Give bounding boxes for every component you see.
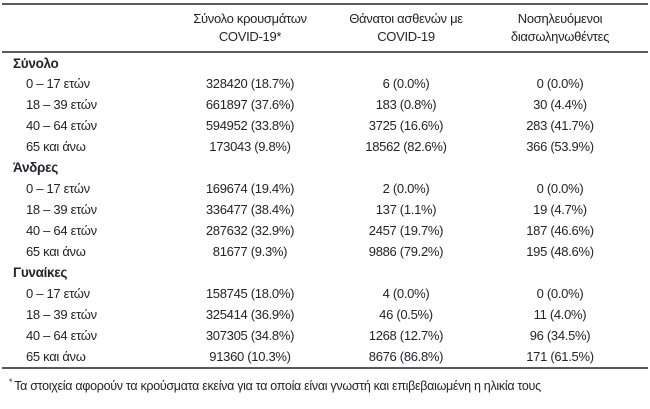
table-row: 18 – 39 ετών 661897 (37.6%) 183 (0.8%) 3… bbox=[2, 94, 648, 115]
table-row: 0 – 17 ετών 169674 (19.4%) 2 (0.0%) 0 (0… bbox=[2, 178, 648, 199]
intubated-cell: 195 (48.6%) bbox=[526, 244, 594, 259]
column-header-intubated-line1: Νοσηλευόμενοι bbox=[517, 11, 603, 26]
age-group-label: 18 – 39 ετών bbox=[26, 97, 97, 112]
column-header-deaths-line1: Θάνατοι ασθενών με bbox=[349, 11, 463, 26]
table-row: 40 – 64 ετών 287632 (32.9%) 2457 (19.7%)… bbox=[2, 220, 648, 241]
header-row: Σύνολο κρουσμάτων COVID-19* Θάνατοι ασθε… bbox=[2, 3, 648, 53]
intubated-cell: 283 (41.7%) bbox=[526, 118, 594, 133]
cases-cell: 325414 (36.9%) bbox=[205, 307, 295, 322]
deaths-cell: 137 (1.1%) bbox=[375, 202, 437, 217]
intubated-cell: 0 (0.0%) bbox=[536, 76, 584, 91]
cases-cell: 91360 (10.3%) bbox=[209, 349, 291, 364]
column-header-intubated-line2: διασωληνωθέντες bbox=[510, 28, 610, 44]
table-footnote: * Τα στοιχεία αφορούν τα κρούσματα εκείνα… bbox=[2, 367, 648, 394]
age-group-label: 40 – 64 ετών bbox=[26, 118, 97, 133]
table-row: 18 – 39 ετών 336477 (38.4%) 137 (1.1%) 1… bbox=[2, 199, 648, 220]
table-row: 65 και άνω 81677 (9.3%) 9886 (79.2%) 195… bbox=[2, 241, 648, 262]
age-group-label: 65 και άνω bbox=[26, 349, 86, 364]
cases-cell: 81677 (9.3%) bbox=[212, 244, 288, 259]
table-row: 18 – 39 ετών 325414 (36.9%) 46 (0.5%) 11… bbox=[2, 304, 648, 325]
deaths-cell: 2457 (19.7%) bbox=[368, 223, 444, 238]
age-group-label: 18 – 39 ετών bbox=[26, 307, 97, 322]
cases-cell: 173043 (9.8%) bbox=[209, 139, 291, 154]
deaths-cell: 4 (0.0%) bbox=[382, 286, 430, 301]
table-row: 40 – 64 ετών 594952 (33.8%) 3725 (16.6%)… bbox=[2, 115, 648, 136]
table-row: 0 – 17 ετών 328420 (18.7%) 6 (0.0%) 0 (0… bbox=[2, 73, 648, 94]
section-header-women: Γυναίκες bbox=[13, 265, 68, 280]
deaths-cell: 6 (0.0%) bbox=[382, 76, 430, 91]
deaths-cell: 8676 (86.8%) bbox=[368, 349, 444, 364]
age-group-label: 0 – 17 ετών bbox=[26, 286, 90, 301]
column-header-deaths: Θάνατοι ασθενών με COVID-19 bbox=[340, 3, 472, 53]
covid-age-sex-table: Σύνολο κρουσμάτων COVID-19* Θάνατοι ασθε… bbox=[2, 3, 648, 367]
deaths-cell: 1268 (12.7%) bbox=[368, 328, 444, 343]
cases-cell: 307305 (34.8%) bbox=[205, 328, 295, 343]
age-group-label: 65 και άνω bbox=[26, 244, 86, 259]
cases-cell: 169674 (19.4%) bbox=[205, 181, 295, 196]
intubated-cell: 19 (4.7%) bbox=[533, 202, 587, 217]
section-row-total: Σύνολο bbox=[2, 52, 648, 73]
intubated-cell: 11 (4.0%) bbox=[533, 307, 587, 322]
age-group-label: 40 – 64 ετών bbox=[26, 328, 97, 343]
table-row: 40 – 64 ετών 307305 (34.8%) 1268 (12.7%)… bbox=[2, 325, 648, 346]
cases-cell: 158745 (18.0%) bbox=[205, 286, 295, 301]
cases-cell: 287632 (32.9%) bbox=[205, 223, 295, 238]
cases-cell: 336477 (38.4%) bbox=[205, 202, 295, 217]
table-row: 65 και άνω 91360 (10.3%) 8676 (86.8%) 17… bbox=[2, 346, 648, 367]
column-header-intubated: Νοσηλευόμενοι διασωληνωθέντες bbox=[472, 3, 648, 53]
intubated-cell: 187 (46.6%) bbox=[526, 223, 594, 238]
intubated-cell: 171 (61.5%) bbox=[526, 349, 594, 364]
footnote-text: Τα στοιχεία αφορούν τα κρούσματα εκείνα … bbox=[14, 379, 541, 394]
cases-cell: 594952 (33.8%) bbox=[205, 118, 295, 133]
table-header: Σύνολο κρουσμάτων COVID-19* Θάνατοι ασθε… bbox=[2, 3, 648, 53]
deaths-cell: 2 (0.0%) bbox=[382, 181, 430, 196]
cases-cell: 661897 (37.6%) bbox=[205, 97, 295, 112]
age-group-label: 40 – 64 ετών bbox=[26, 223, 97, 238]
column-header-cases-line2: COVID-19* bbox=[218, 28, 282, 44]
deaths-cell: 18562 (82.6%) bbox=[365, 139, 447, 154]
deaths-cell: 46 (0.5%) bbox=[379, 307, 433, 322]
deaths-cell: 3725 (16.6%) bbox=[368, 118, 444, 133]
table-row: 65 και άνω 173043 (9.8%) 18562 (82.6%) 3… bbox=[2, 136, 648, 157]
column-header-cases-line1: Σύνολο κρουσμάτων bbox=[193, 11, 307, 26]
age-group-label: 18 – 39 ετών bbox=[26, 202, 97, 217]
corner-cell bbox=[2, 3, 160, 53]
intubated-cell: 0 (0.0%) bbox=[536, 286, 584, 301]
intubated-cell: 96 (34.5%) bbox=[529, 328, 591, 343]
table-body: Σύνολο 0 – 17 ετών 328420 (18.7%) 6 (0.0… bbox=[2, 52, 648, 367]
deaths-cell: 183 (0.8%) bbox=[375, 97, 437, 112]
age-group-label: 65 και άνω bbox=[26, 139, 86, 154]
footnote-asterisk: * bbox=[9, 377, 13, 387]
column-header-cases: Σύνολο κρουσμάτων COVID-19* bbox=[160, 3, 340, 53]
cases-cell: 328420 (18.7%) bbox=[205, 76, 295, 91]
age-group-label: 0 – 17 ετών bbox=[26, 76, 90, 91]
intubated-cell: 0 (0.0%) bbox=[536, 181, 584, 196]
table-row: 0 – 17 ετών 158745 (18.0%) 4 (0.0%) 0 (0… bbox=[2, 283, 648, 304]
age-group-label: 0 – 17 ετών bbox=[26, 181, 90, 196]
column-header-deaths-line2: COVID-19 bbox=[377, 28, 435, 44]
section-row-women: Γυναίκες bbox=[2, 262, 648, 283]
intubated-cell: 366 (53.9%) bbox=[526, 139, 594, 154]
section-row-men: Άνδρες bbox=[2, 157, 648, 178]
section-header-total: Σύνολο bbox=[13, 55, 59, 71]
section-header-men: Άνδρες bbox=[13, 160, 58, 175]
intubated-cell: 30 (4.4%) bbox=[533, 97, 587, 112]
table-sheet: Σύνολο κρουσμάτων COVID-19* Θάνατοι ασθε… bbox=[2, 3, 648, 394]
deaths-cell: 9886 (79.2%) bbox=[368, 244, 444, 259]
